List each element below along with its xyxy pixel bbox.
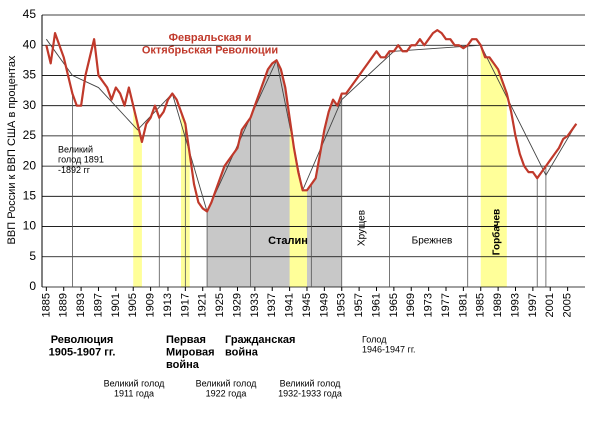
x-tick-label: 1921	[197, 293, 209, 317]
y-tick-label: 20	[23, 158, 37, 172]
x-tick-label: 1905	[127, 293, 139, 317]
x-tick-label: 1965	[388, 293, 400, 317]
annotation: Великий голод	[196, 378, 258, 388]
y-tick-label: 25	[23, 128, 37, 142]
annotation: Революция	[51, 334, 114, 346]
x-tick-label: 1957	[353, 293, 365, 317]
annotation: Февральская и	[169, 32, 252, 44]
data-line	[45, 29, 578, 213]
x-tick-label: 1925	[214, 293, 226, 317]
annotation: Великий голод	[280, 378, 342, 388]
annotation: Октябрьская Революции	[142, 45, 278, 57]
annotation: 1946-1947 гг.	[362, 345, 416, 355]
annotation: 1922 года	[206, 389, 247, 399]
annotation: война	[225, 347, 259, 359]
annotation: Мировая	[166, 347, 215, 359]
annotation: Хрущев	[357, 210, 368, 246]
stalin-area	[207, 60, 342, 288]
y-tick-label: 0	[29, 279, 36, 293]
annotation: -1892 гг	[58, 165, 91, 175]
x-tick-label: 1885	[40, 293, 52, 317]
x-tick-label: 1961	[370, 293, 382, 317]
y-tick-label: 5	[29, 249, 36, 263]
x-tick-label: 2005	[562, 293, 574, 317]
x-tick-label: 1949	[318, 293, 330, 317]
x-tick-label: 1897	[92, 293, 104, 317]
y-tick-label: 45	[23, 7, 37, 21]
x-tick-label: 1969	[405, 293, 417, 317]
x-tick-label: 1937	[266, 293, 278, 317]
x-tick-label: 1997	[527, 293, 539, 317]
x-tick-label: 1901	[110, 293, 122, 317]
x-tick-label: 1941	[284, 293, 296, 317]
annotation: Горбачев	[491, 209, 503, 255]
x-tick-label: 1933	[249, 293, 261, 317]
annotation: Голод	[362, 334, 387, 344]
x-tick-label: 1893	[75, 293, 87, 317]
x-tick-label: 1945	[301, 293, 313, 317]
x-tick-label: 1917	[179, 293, 191, 317]
y-tick-label: 10	[23, 219, 37, 233]
highlight-area	[289, 117, 307, 287]
x-tick-label: 1993	[509, 293, 521, 317]
annotation: 1911 года	[114, 389, 154, 399]
annotation: Брежнев	[412, 236, 453, 247]
annotation: 1932-1933 года	[278, 389, 342, 399]
x-tick-label: 1981	[457, 293, 469, 317]
x-tick-label: 1913	[162, 293, 174, 317]
annotation: Гражданская	[225, 334, 295, 346]
x-tick-label: 1929	[231, 293, 243, 317]
annotation: Великий	[58, 144, 93, 154]
y-tick-label: 15	[23, 189, 37, 203]
y-tick-label: 35	[23, 68, 37, 82]
x-tick-label: 1973	[423, 293, 435, 317]
x-tick-label: 1889	[58, 293, 70, 317]
x-tick-label: 1989	[492, 293, 504, 317]
x-tick-label: 1909	[145, 293, 157, 317]
y-tick-label: 40	[23, 37, 37, 51]
annotation: Первая	[166, 334, 206, 346]
x-tick-label: 1953	[336, 293, 348, 317]
annotation: Сталин	[268, 235, 308, 247]
x-tick-label: 1985	[475, 293, 487, 317]
x-tick-label: 2001	[544, 293, 556, 317]
y-tick-label: 30	[23, 98, 37, 112]
annotation: 1905-1907 гг.	[49, 347, 116, 359]
annotation: голод 1891	[58, 155, 104, 165]
annotation: война	[166, 359, 200, 371]
annotation: Великий голод	[104, 378, 166, 388]
y-axis-label: ВВП России к ВВП США в процентах	[6, 55, 18, 244]
x-tick-label: 1977	[440, 293, 452, 317]
